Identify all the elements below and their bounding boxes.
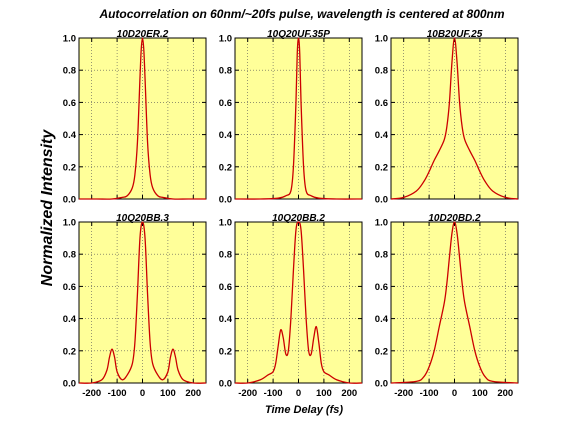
y-tick-label: 0.6 <box>63 98 76 109</box>
y-tick-label: 0.6 <box>375 282 388 293</box>
panel: -200 -100 0 100 200 0.0 0.2 0.4 0.6 0.8 1.0 10Q20BB… <box>63 213 207 399</box>
y-tick-label: 0.4 <box>375 130 389 141</box>
y-tick-label: 1.0 <box>375 34 388 45</box>
y-tick-label: 0.8 <box>219 66 232 77</box>
series-line <box>234 221 363 384</box>
panels: 0.00.20.40.60.81.0 10D20ER.20.00.20.40.60… <box>63 29 519 399</box>
x-tick-label: -100 <box>420 388 439 399</box>
panel: -200 -100 0 100 200 0.0 0.2 0.4 0.6 0.8 1.0 10D20BD… <box>375 213 519 399</box>
y-tick-label: 0.0 <box>375 195 388 206</box>
y-tick-label: 0.2 <box>219 162 232 173</box>
panel-title: 10Q20UF.35P <box>267 29 330 40</box>
figure-title: Autocorrelation on 60nm/~20fs pulse, wav… <box>98 7 504 21</box>
y-tick-label: 1.0 <box>63 34 76 45</box>
series-line <box>234 37 363 200</box>
y-tick-label: 1.0 <box>219 218 232 229</box>
series-line <box>78 221 207 384</box>
panel-title: 10Q20BB.2 <box>272 213 325 224</box>
y-tick-label: 0.8 <box>375 66 388 77</box>
x-tick-label: 0 <box>452 388 457 399</box>
series-line <box>79 37 206 200</box>
x-axis-label: Time Delay (fs) <box>265 404 343 416</box>
y-tick-label: 0.8 <box>219 250 232 261</box>
plot-area <box>391 38 518 199</box>
series-line <box>390 37 519 200</box>
panel: 0.0 0.2 0.4 0.6 0.8 1.0 10B20UF.25 <box>375 29 519 206</box>
y-tick-label: 0.2 <box>63 162 76 173</box>
y-tick-label: 0.0 <box>375 379 388 390</box>
y-tick-label: 0.0 <box>219 195 232 206</box>
x-tick-label: 200 <box>497 388 513 399</box>
y-tick-label: 0.0 <box>63 195 76 206</box>
x-tick-label: -100 <box>264 388 283 399</box>
y-tick-label: 0.4 <box>63 130 77 141</box>
y-tick-label: 0.6 <box>219 98 232 109</box>
panel-title: 10D20ER.2 <box>117 29 169 40</box>
x-tick-label: 0 <box>140 388 145 399</box>
y-axis-label: Normalized Intensity <box>39 129 56 287</box>
x-tick-label: 200 <box>185 388 201 399</box>
x-tick-label: -100 <box>108 388 127 399</box>
y-tick-label: 0.4 <box>219 314 233 325</box>
plot-area <box>235 38 362 199</box>
y-tick-label: 1.0 <box>63 218 76 229</box>
x-tick-label: -200 <box>394 388 413 399</box>
panel: 0.0 0.2 0.4 0.6 0.8 1.0 10Q20UF.35P <box>219 29 363 206</box>
plot-area <box>391 222 518 383</box>
y-tick-label: 0.2 <box>219 346 232 357</box>
x-tick-label: 0 <box>296 388 301 399</box>
x-tick-label: 100 <box>316 388 332 399</box>
x-tick-label: 100 <box>160 388 176 399</box>
y-tick-label: 0.6 <box>375 98 388 109</box>
panel: 0.0 0.2 0.4 0.6 0.8 1.0 10D20ER.2 <box>63 29 207 206</box>
y-tick-label: 0.4 <box>63 314 77 325</box>
series-line <box>390 221 519 384</box>
plot-area <box>79 222 206 383</box>
panel-title: 10B20UF.25 <box>427 29 483 40</box>
y-tick-label: 0.8 <box>63 250 76 261</box>
plot-area <box>79 38 206 199</box>
x-tick-label: 200 <box>341 388 357 399</box>
y-tick-label: 0.4 <box>375 314 389 325</box>
panel: -200 -100 0 100 200 0.0 0.2 0.4 0.6 0.8 1.0 10Q20BB… <box>219 213 363 399</box>
panel-title: 10D20BD.2 <box>428 213 481 224</box>
y-tick-label: 0.2 <box>63 346 76 357</box>
y-tick-label: 1.0 <box>375 218 388 229</box>
plot-area <box>235 222 362 383</box>
y-tick-label: 0.4 <box>219 130 233 141</box>
y-tick-label: 1.0 <box>219 34 232 45</box>
y-tick-label: 0.0 <box>219 379 232 390</box>
x-tick-label: 100 <box>472 388 488 399</box>
y-tick-label: 0.0 <box>63 379 76 390</box>
y-tick-label: 0.6 <box>63 282 76 293</box>
x-tick-label: -200 <box>82 388 101 399</box>
y-tick-label: 0.6 <box>219 282 232 293</box>
y-tick-label: 0.2 <box>375 162 388 173</box>
panel-title: 10Q20BB.3 <box>116 213 169 224</box>
y-tick-label: 0.8 <box>63 66 76 77</box>
y-tick-label: 0.8 <box>375 250 388 261</box>
x-tick-label: -200 <box>238 388 257 399</box>
y-tick-label: 0.2 <box>375 346 388 357</box>
